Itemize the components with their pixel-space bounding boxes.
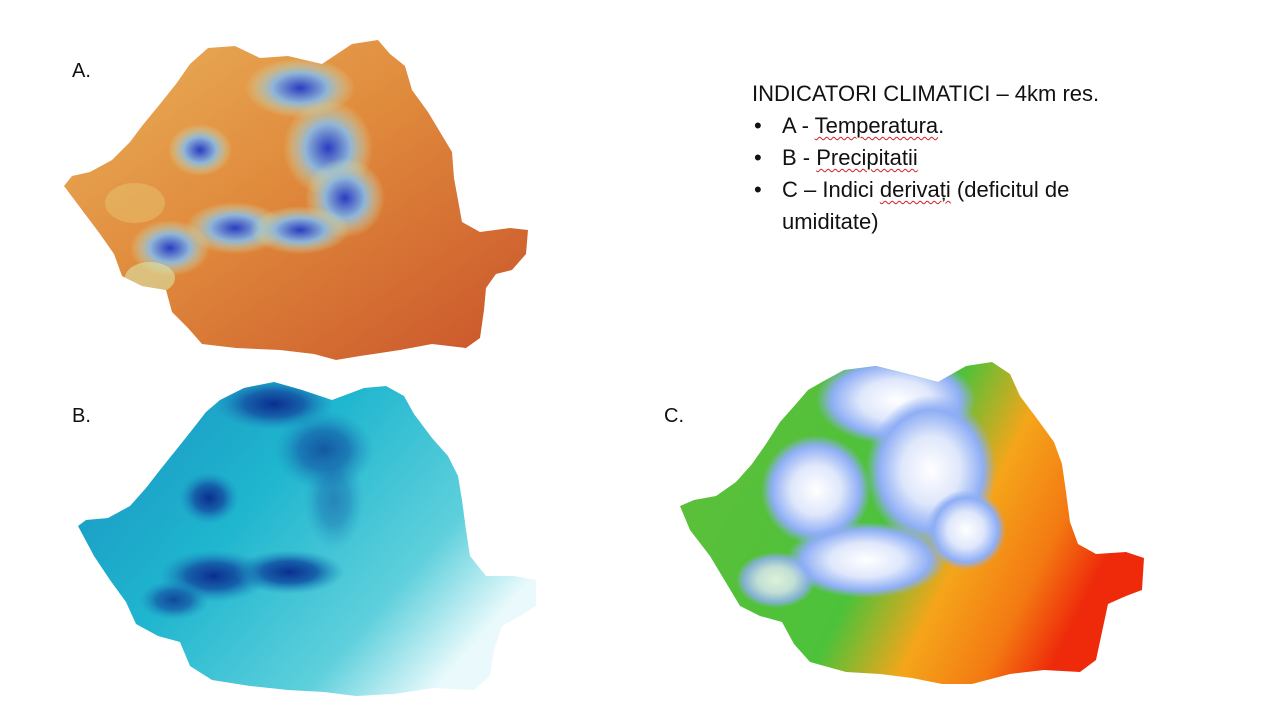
legend-item-b: B - Precipitatii — [752, 142, 1172, 174]
panel-label-a: A. — [72, 60, 91, 82]
legend-title: INDICATORI CLIMATICI – 4km res. — [752, 81, 1100, 106]
legend-item-c-suffix: (deficitul de umiditate) — [782, 177, 1070, 234]
legend-item-c-prefix: C – — [782, 177, 823, 202]
temperature-map — [64, 40, 528, 360]
moisture-deficit-map — [680, 362, 1144, 684]
legend-item-a: A - Temperatura. — [752, 110, 1172, 142]
legend-list: A - Temperatura. B - Precipitatii C – In… — [752, 110, 1172, 238]
legend-item-b-prefix: B - — [782, 145, 817, 170]
precipitation-map — [78, 382, 536, 696]
legend-item-c-term: derivați — [879, 177, 951, 202]
legend-item-a-suffix: . — [938, 113, 945, 138]
panel-label-c: C. — [664, 405, 684, 427]
legend-item-a-prefix: A - — [782, 113, 815, 138]
legend-item-b-term: Precipitatii — [816, 145, 918, 170]
legend-item-c-term-plain: Indici — [822, 177, 880, 202]
legend-textbox: INDICATORI CLIMATICI – 4km res. A - Temp… — [752, 78, 1172, 238]
legend-item-a-term: Temperatura — [814, 113, 939, 138]
legend-item-c: C – Indici derivați (deficitul de umidit… — [752, 174, 1172, 238]
panel-label-b: B. — [72, 405, 91, 427]
